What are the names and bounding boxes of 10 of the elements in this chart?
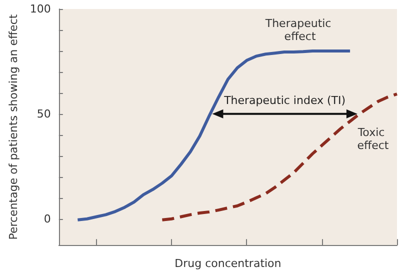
y-tick-label: 100 [30,2,51,16]
series-label: Toxic effect [356,126,390,152]
y-tick-label: 0 [44,212,51,226]
line-series [160,92,398,222]
line-series [76,49,352,222]
x-axis-title: Drug concentration [174,257,282,270]
annotation: Therapeutic index (TI) [223,94,346,107]
y-tick-label: 50 [36,107,51,120]
series-label: Therapeutic effect [264,16,335,43]
y-axis-title: Percentage of patients showing an effect [7,14,20,240]
